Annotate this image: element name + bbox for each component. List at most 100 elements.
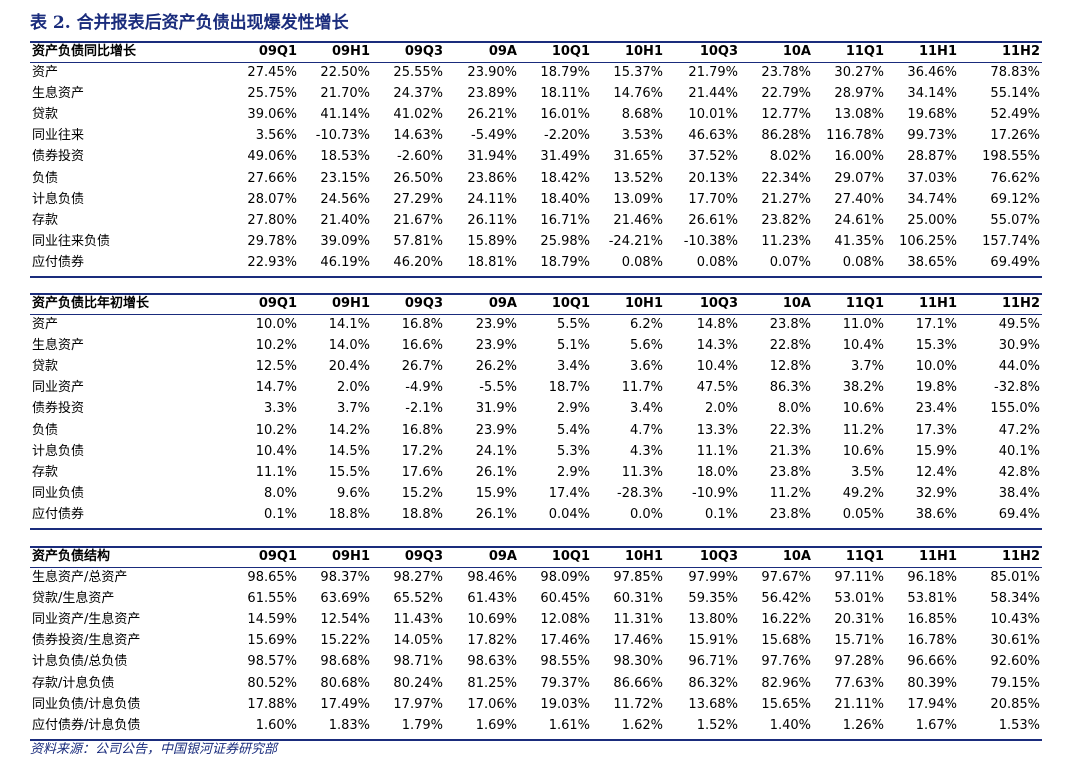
table-cell: 29.78% (247, 233, 297, 249)
row-label: 存款/计息负债 (32, 675, 115, 691)
table-cell: 98.37% (320, 570, 370, 585)
table-cell: 14.0% (328, 338, 370, 354)
column-header: 11H2 (1001, 296, 1040, 311)
table-cell: 5.4% (556, 422, 590, 438)
table-cell: 16.71% (540, 212, 590, 228)
column-header: 11Q1 (845, 296, 884, 311)
row-label: 同业往来 (32, 128, 85, 144)
table-cell: 18.11% (540, 86, 590, 102)
table-cell: 23.89% (467, 86, 517, 102)
table-cell: 5.5% (556, 317, 590, 332)
table-cell: 29.07% (834, 170, 884, 186)
header-rule (30, 62, 1042, 63)
source-note: 资料来源：公司公告，中国银河证券研究部 (30, 742, 278, 757)
table-cell: 23.8% (769, 317, 811, 332)
table-cell: 8.0% (263, 485, 297, 501)
table-cell: 98.46% (467, 570, 517, 585)
table-cell: -4.9% (405, 380, 443, 396)
table-cell: 44.0% (998, 359, 1040, 375)
table-cell: 17.46% (613, 633, 663, 649)
table-cell: 16.8% (401, 422, 443, 438)
table-cell: 10.01% (688, 107, 738, 123)
table-cell: 60.31% (613, 591, 663, 607)
table-cell: 19.68% (907, 107, 957, 123)
table-cell: 4.3% (629, 443, 663, 459)
table-cell: 21.11% (834, 696, 884, 712)
table-cell: 14.05% (393, 633, 443, 649)
table-cell: 15.71% (834, 633, 884, 649)
table-cell: 14.63% (393, 128, 443, 144)
table-cell: 25.75% (247, 86, 297, 102)
table-cell: 98.30% (613, 654, 663, 670)
table-cell: 23.90% (467, 65, 517, 80)
table-cell: 99.73% (907, 128, 957, 144)
column-header: 09H1 (331, 549, 370, 564)
table-cell: 8.0% (777, 401, 811, 417)
table-cell: 23.82% (761, 212, 811, 228)
table-cell: 22.8% (769, 338, 811, 354)
table-cell: 15.69% (247, 633, 297, 649)
row-label: 同业资产/生息资产 (32, 612, 141, 628)
column-header: 09Q3 (404, 44, 443, 59)
column-header: 10Q1 (551, 44, 590, 59)
table-cell: 21.67% (393, 212, 443, 228)
table-cell: 47.5% (696, 380, 738, 396)
table-cell: 79.15% (990, 675, 1040, 691)
table-cell: 61.43% (467, 591, 517, 607)
table-cell: 26.7% (401, 359, 443, 375)
table-cell: 15.3% (915, 338, 957, 354)
table-cell: 0.08% (696, 254, 738, 270)
table-cell: 15.89% (467, 233, 517, 249)
table-cell: 37.52% (688, 149, 738, 165)
title: 表 2. 合并报表后资产负债出现爆发性增长 (30, 13, 349, 33)
table-cell: 10.0% (915, 359, 957, 375)
table-cell: 6.2% (629, 317, 663, 332)
table-cell: 23.4% (915, 401, 957, 417)
table-cell: 12.77% (761, 107, 811, 123)
table-cell: 27.66% (247, 170, 297, 186)
table-cell: 17.82% (467, 633, 517, 649)
table-cell: 13.09% (613, 191, 663, 207)
table-cell: 27.45% (247, 65, 297, 80)
table-cell: 49.2% (842, 485, 884, 501)
table-cell: 17.49% (320, 696, 370, 712)
table-cell: 5.1% (556, 338, 590, 354)
table-cell: 12.08% (540, 612, 590, 628)
table-cell: 1.67% (915, 717, 957, 733)
table-cell: 14.8% (696, 317, 738, 332)
table-cell: 34.14% (907, 86, 957, 102)
table-cell: 1.79% (401, 717, 443, 733)
table-cell: 11.0% (842, 317, 884, 332)
table-cell: 38.4% (998, 485, 1040, 501)
table-cell: 24.56% (320, 191, 370, 207)
table-cell: 17.88% (247, 696, 297, 712)
table-cell: 49.5% (998, 317, 1040, 332)
table-cell: 1.83% (328, 717, 370, 733)
table-cell: 24.61% (834, 212, 884, 228)
column-header: 11Q1 (845, 549, 884, 564)
table-cell: 14.7% (255, 380, 297, 396)
table-cell: 16.78% (907, 633, 957, 649)
table-cell: 22.3% (769, 422, 811, 438)
row-label: 贷款 (32, 359, 59, 375)
table-cell: 17.97% (393, 696, 443, 712)
row-label: 生息资产 (32, 86, 85, 102)
table-cell: 10.4% (255, 443, 297, 459)
table-cell: -5.5% (479, 380, 517, 396)
table-cell: 46.63% (688, 128, 738, 144)
table-cell: 19.03% (540, 696, 590, 712)
row-label: 计息负债 (32, 191, 85, 207)
table-cell: 17.70% (688, 191, 738, 207)
column-header: 10Q1 (551, 296, 590, 311)
table-cell: 12.5% (255, 359, 297, 375)
table-cell: 53.81% (907, 591, 957, 607)
table-cell: 97.67% (761, 570, 811, 585)
table-cell: 10.0% (255, 317, 297, 332)
table-cell: 23.9% (475, 338, 517, 354)
table-cell: 22.93% (247, 254, 297, 270)
table-cell: 10.43% (990, 612, 1040, 628)
column-header: 11H1 (918, 296, 957, 311)
table-cell: 12.4% (915, 464, 957, 480)
table-cell: 16.8% (401, 317, 443, 332)
table-cell: 0.07% (769, 254, 811, 270)
